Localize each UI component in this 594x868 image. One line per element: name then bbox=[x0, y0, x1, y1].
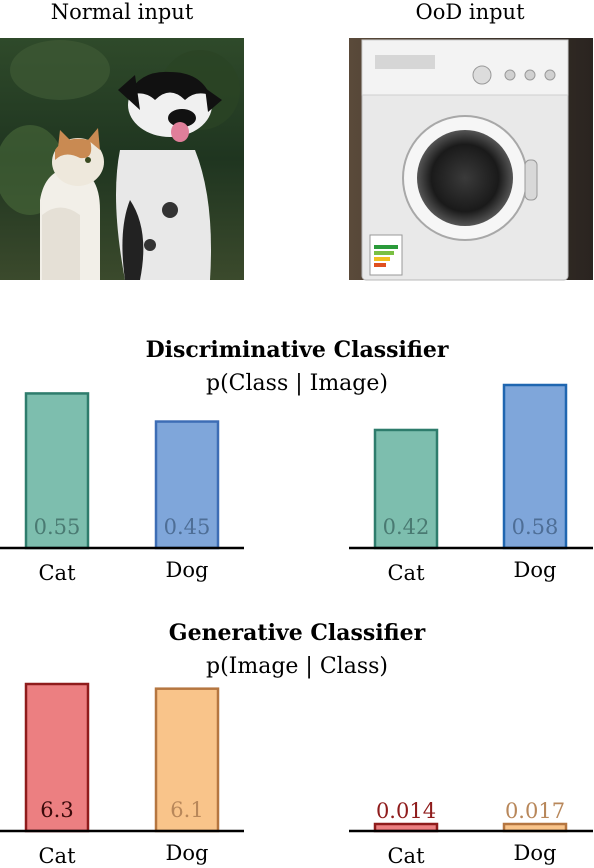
data-label: 6.1 bbox=[170, 798, 203, 822]
bar-dog bbox=[154, 687, 220, 833]
chart-generative-normal: 6.3 Cat 6.1 Dog bbox=[0, 682, 244, 868]
discriminative-title: Discriminative Classifier bbox=[146, 337, 449, 363]
bar-cat bbox=[24, 682, 90, 833]
discriminative-subtitle: p(Class | Image) bbox=[206, 371, 388, 396]
chart-discriminative-ood: 0.42 Cat 0.58 Dog bbox=[349, 383, 593, 585]
normal-input-label: Normal input bbox=[51, 0, 194, 24]
data-label: 0.017 bbox=[505, 799, 565, 823]
data-label: 0.014 bbox=[376, 799, 436, 823]
data-label: 0.55 bbox=[34, 515, 81, 539]
data-label: 6.3 bbox=[40, 798, 73, 822]
data-label: 0.42 bbox=[383, 515, 430, 539]
generative-subtitle: p(Image | Class) bbox=[206, 654, 388, 679]
bar-cat bbox=[373, 428, 439, 550]
chart-generative-ood: 0.014 Cat 0.017 Dog bbox=[349, 799, 593, 868]
category-label: Dog bbox=[166, 558, 209, 582]
bar-cat bbox=[24, 392, 90, 550]
category-label: Cat bbox=[38, 844, 76, 868]
bar-charts: 0.55 Cat 0.45 Dog 0.42 Cat 0.58 Dog 6.3 Cat 6.1 Dog… bbox=[0, 383, 593, 868]
category-label: Cat bbox=[38, 561, 76, 585]
category-label: Dog bbox=[166, 841, 209, 865]
generative-title: Generative Classifier bbox=[169, 620, 426, 646]
bar-dog bbox=[502, 383, 568, 550]
category-label: Cat bbox=[387, 561, 425, 585]
category-label: Dog bbox=[514, 558, 557, 582]
bar-dog bbox=[154, 420, 220, 550]
data-label: 0.45 bbox=[164, 515, 211, 539]
data-label: 0.58 bbox=[512, 515, 559, 539]
category-label: Cat bbox=[387, 844, 425, 868]
chart-discriminative-normal: 0.55 Cat 0.45 Dog bbox=[0, 392, 244, 585]
ood-input-label: OoD input bbox=[415, 0, 525, 24]
category-label: Dog bbox=[514, 841, 557, 865]
cat-and-dog-photo-icon bbox=[0, 38, 244, 280]
washing-machine-photo-icon bbox=[349, 38, 593, 281]
